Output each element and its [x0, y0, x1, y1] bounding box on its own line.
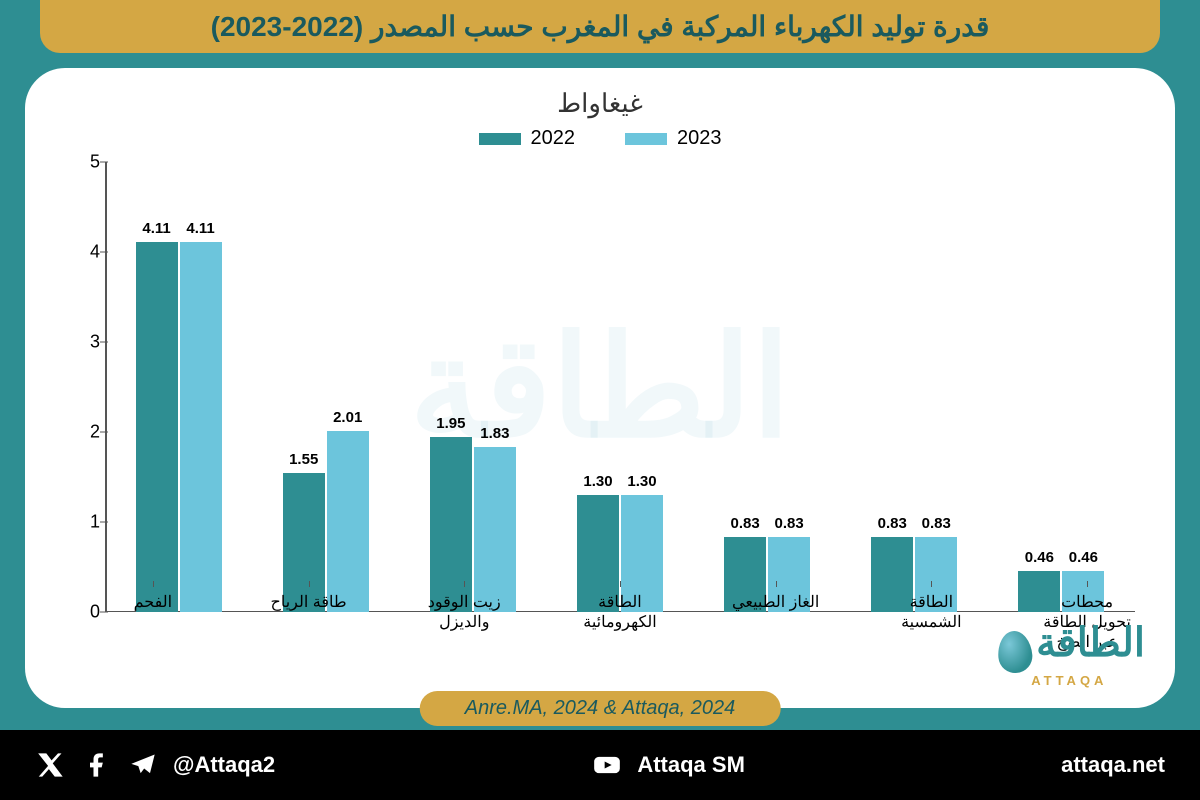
x-axis-label: طاقة الرياح: [259, 587, 359, 653]
bar-value-label: 0.46: [1062, 549, 1104, 566]
x-axis-label: الغاز الطبيعي: [726, 587, 826, 653]
bar-value-label: 4.11: [180, 220, 222, 237]
bar-value-label: 0.83: [871, 515, 913, 532]
brand-name-en: ATTAQA: [994, 673, 1145, 688]
bar-value-label: 0.83: [724, 515, 766, 532]
bar-value-label: 4.11: [136, 220, 178, 237]
footer-site: attaqa.net: [1061, 752, 1165, 778]
y-tick: 4: [60, 242, 100, 263]
bar-value-label: 1.83: [474, 425, 516, 442]
bar-value-label: 0.83: [915, 515, 957, 532]
legend-item-2023: 2023: [625, 127, 722, 150]
legend-label-2022: 2022: [531, 127, 576, 150]
social-handle: @Attaqa2: [173, 752, 275, 778]
site-url[interactable]: attaqa.net: [1061, 752, 1165, 778]
footer-youtube: Attaqa SM: [591, 749, 745, 781]
telegram-icon[interactable]: [127, 749, 159, 781]
source-citation: Anre.MA, 2024 & Attaqa, 2024: [420, 691, 781, 726]
brand-name-ar: الطاقة: [1036, 621, 1145, 665]
bar-value-label: 1.95: [430, 415, 472, 432]
brand-logo: الطاقة ATTAQA: [994, 625, 1145, 688]
bar-value-label: 0.46: [1018, 549, 1060, 566]
legend: 2022 2023: [55, 127, 1145, 150]
legend-item-2022: 2022: [479, 127, 576, 150]
facebook-icon[interactable]: [81, 749, 113, 781]
bar-group: 1.951.83: [423, 437, 523, 613]
bar-value-label: 2.01: [327, 409, 369, 426]
footer-social-left: @Attaqa2: [35, 749, 275, 781]
y-tick: 2: [60, 422, 100, 443]
plot-area: 012345 4.114.111.552.011.951.831.301.300…: [105, 162, 1135, 612]
legend-label-2023: 2023: [677, 127, 722, 150]
x-axis-label: زيت الوقود والديزل: [414, 587, 514, 653]
drop-icon: [996, 630, 1034, 675]
bar-value-label: 1.30: [577, 473, 619, 490]
bar-2023: 2.01: [327, 431, 369, 612]
legend-swatch-2023: [625, 133, 667, 145]
x-axis-label: الطاقة الكهرومائية: [570, 587, 670, 653]
x-axis-label: الفحم: [103, 587, 203, 653]
bar-2023: 4.11: [180, 242, 222, 612]
y-axis: 012345: [60, 162, 100, 612]
chart-unit-label: غيغاواط: [55, 88, 1145, 119]
bar-value-label: 1.55: [283, 451, 325, 468]
y-tick: 1: [60, 512, 100, 533]
x-axis-label: الطاقة الشمسية: [881, 587, 981, 653]
legend-swatch-2022: [479, 133, 521, 145]
x-icon[interactable]: [35, 749, 67, 781]
youtube-icon[interactable]: [591, 749, 623, 781]
y-tick: 3: [60, 332, 100, 353]
bar-2022: 4.11: [136, 242, 178, 612]
bar-2022: 1.95: [430, 437, 472, 613]
header-title: قدرة توليد الكهرباء المركبة في المغرب حس…: [40, 0, 1160, 53]
footer: @Attaqa2 Attaqa SM attaqa.net: [0, 730, 1200, 800]
y-tick: 5: [60, 152, 100, 173]
bar-group: 4.114.11: [129, 242, 229, 612]
bar-value-label: 1.30: [621, 473, 663, 490]
bars-area: 4.114.111.552.011.951.831.301.300.830.83…: [105, 162, 1135, 612]
youtube-handle: Attaqa SM: [637, 752, 745, 778]
bar-group: 1.552.01: [276, 431, 376, 612]
bar-value-label: 0.83: [768, 515, 810, 532]
chart-panel: الطاقة غيغاواط 2022 2023 012345 4.114.11…: [25, 68, 1175, 708]
